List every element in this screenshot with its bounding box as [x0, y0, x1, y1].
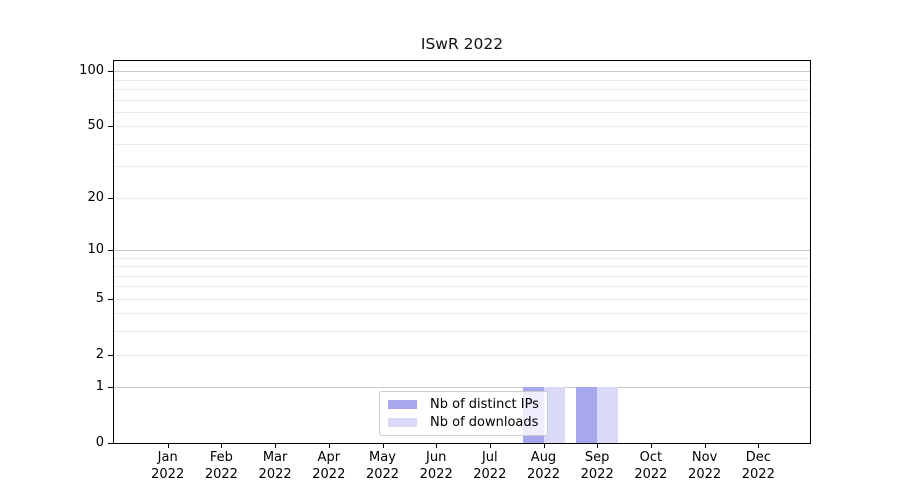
x-tick-year: 2022 — [634, 466, 668, 482]
bar-distinct-ips — [576, 387, 598, 443]
gridline — [114, 298, 810, 300]
y-tick-label: 5 — [95, 290, 104, 306]
gridline — [114, 126, 810, 128]
x-tick-month: Dec — [745, 450, 771, 465]
x-tick-label: May 2022 — [353, 450, 413, 483]
gridline — [114, 354, 810, 356]
chart-title: ISwR 2022 — [420, 35, 504, 53]
y-tick-label: 0 — [95, 435, 104, 450]
gridline — [114, 111, 810, 113]
y-tick-label: 50 — [87, 118, 104, 134]
gridline — [114, 249, 810, 251]
x-tick-year: 2022 — [741, 466, 775, 482]
x-tick-mark — [489, 444, 491, 448]
legend-swatch — [388, 418, 417, 427]
x-tick-label: Feb 2022 — [191, 450, 251, 483]
x-tick-label: Jun 2022 — [406, 450, 466, 483]
x-tick-label: Sep 2022 — [567, 450, 627, 483]
gridline — [114, 275, 810, 277]
x-tick-mark — [382, 444, 384, 448]
legend-entry-label: Nb of downloads — [430, 415, 539, 430]
x-tick-mark — [597, 444, 599, 448]
x-tick-label: Jul 2022 — [460, 450, 520, 483]
x-tick-year: 2022 — [473, 466, 507, 482]
x-tick-label: Dec 2022 — [728, 450, 788, 483]
x-tick-label: Mar 2022 — [245, 450, 305, 483]
x-tick-month: Feb — [209, 450, 233, 465]
x-tick-mark — [167, 444, 169, 448]
gridline — [114, 266, 810, 267]
bar-downloads — [543, 387, 565, 443]
gridline — [114, 313, 810, 315]
x-tick-month: Jan — [157, 450, 178, 465]
x-tick-label: Apr 2022 — [299, 450, 359, 483]
y-tick-label: 100 — [79, 63, 104, 79]
x-tick-mark — [221, 444, 223, 448]
x-tick-mark — [704, 444, 706, 448]
x-tick-year: 2022 — [419, 466, 453, 482]
x-tick-label: Jan 2022 — [138, 450, 198, 483]
x-tick-mark — [543, 444, 545, 448]
y-tick-mark — [108, 71, 113, 73]
y-tick-mark — [108, 249, 113, 251]
gridline — [114, 197, 810, 199]
legend-entry: Nb of distinct IPs — [386, 397, 541, 412]
x-tick-year: 2022 — [580, 466, 614, 482]
x-tick-year: 2022 — [204, 466, 238, 482]
x-tick-mark — [436, 444, 438, 448]
legend-entry: Nb of downloads — [386, 415, 541, 430]
gridline — [114, 331, 810, 333]
y-tick-label: 20 — [87, 189, 104, 205]
y-tick-mark — [108, 354, 113, 356]
x-tick-label: Aug 2022 — [514, 450, 574, 483]
y-tick-mark — [108, 197, 113, 199]
gridline — [114, 71, 810, 73]
gridline — [114, 166, 810, 168]
y-tick-label: 1 — [95, 379, 104, 395]
x-tick-mark — [650, 444, 652, 448]
x-tick-mark — [328, 444, 330, 448]
y-tick-mark — [108, 387, 113, 389]
x-tick-month: Nov — [691, 450, 718, 465]
gridline — [114, 257, 810, 259]
legend-entry-label: Nb of distinct IPs — [430, 397, 539, 412]
x-tick-month: Aug — [530, 450, 557, 465]
bar-downloads — [597, 387, 619, 443]
x-tick-label: Oct 2022 — [621, 450, 681, 483]
x-tick-year: 2022 — [312, 466, 346, 482]
gridline — [114, 79, 810, 81]
x-tick-label: Nov 2022 — [675, 450, 735, 483]
x-tick-year: 2022 — [258, 466, 292, 482]
y-tick-mark — [108, 126, 113, 128]
x-tick-year: 2022 — [151, 466, 185, 482]
gridline — [114, 143, 810, 145]
x-tick-year: 2022 — [688, 466, 722, 482]
gridline — [114, 387, 810, 389]
legend: Nb of distinct IPs Nb of downloads — [379, 391, 548, 436]
legend-swatch — [388, 400, 417, 409]
gridline — [114, 286, 810, 288]
y-tick-mark — [108, 443, 113, 444]
x-tick-year: 2022 — [526, 466, 561, 482]
x-tick-mark — [758, 444, 760, 448]
x-tick-month: Sep — [584, 450, 610, 465]
x-tick-mark — [275, 444, 277, 448]
x-tick-month: Jul — [481, 450, 498, 465]
x-tick-month: Jun — [426, 450, 447, 465]
y-tick-label: 2 — [95, 346, 104, 362]
gridline — [114, 99, 810, 101]
y-tick-label: 10 — [87, 241, 104, 257]
y-tick-mark — [108, 298, 113, 300]
gridline — [114, 89, 810, 90]
x-tick-month: Mar — [262, 450, 288, 465]
x-tick-year: 2022 — [365, 466, 400, 482]
x-tick-month: May — [369, 450, 396, 465]
x-tick-month: Apr — [317, 450, 341, 465]
x-tick-month: Oct — [639, 450, 663, 465]
plot-area: Nb of distinct IPs Nb of downloads — [113, 60, 811, 444]
